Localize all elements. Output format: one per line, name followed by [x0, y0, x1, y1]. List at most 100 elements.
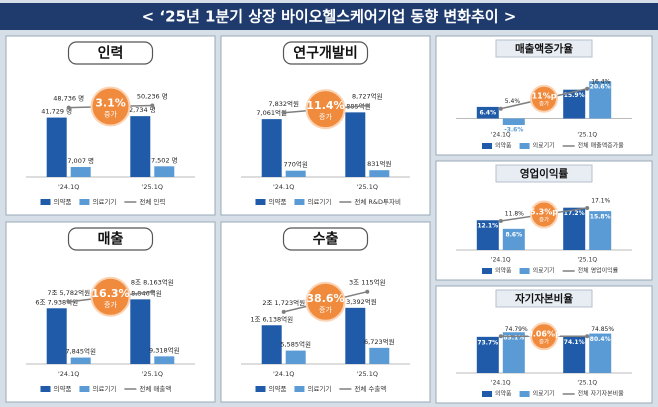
annotation-bubble: [305, 281, 346, 322]
line-point: [66, 105, 71, 110]
data-label: -3.6%: [504, 127, 523, 134]
line-point: [365, 103, 370, 108]
annotation-sub: 증가: [539, 337, 549, 345]
line-label: 8조 8,163억원: [131, 278, 174, 287]
line-label: 5.4%: [505, 98, 521, 105]
legend-swatch: [255, 199, 266, 205]
data-label: 83.1%: [503, 335, 524, 342]
bar: [563, 89, 586, 119]
title-box: [282, 227, 369, 251]
legend-swatch: [482, 143, 492, 149]
annotation-sub: 증가: [104, 110, 117, 119]
title-box: [282, 41, 369, 65]
category-label: '25.1Q: [357, 370, 378, 378]
bar: [154, 166, 175, 177]
header-bar: [0, 3, 658, 30]
legend-label: 전체 R&D투자비: [354, 197, 401, 206]
bar: [589, 211, 612, 250]
line-point: [66, 299, 71, 304]
bar: [589, 333, 612, 373]
bar: [70, 357, 91, 364]
legend-label: 전체 인력: [139, 197, 165, 206]
line-point: [498, 334, 503, 339]
category-label: '24.1Q: [491, 257, 511, 264]
legend-label: 의료기기: [92, 197, 116, 206]
category-label: '25.1Q: [357, 183, 378, 191]
legend-label: 전체 영업이익률: [578, 267, 619, 275]
annotation-sub: 증가: [319, 112, 332, 121]
category-label: '24.1Q: [58, 183, 79, 191]
line-label: 7조 5,782억원: [47, 288, 90, 297]
data-label: 831억원: [367, 159, 391, 168]
legend-label: 전체 자기자본비율: [578, 390, 625, 398]
legend-label: 전체 매출액: [139, 384, 171, 393]
category-label: '25.1Q: [577, 380, 597, 387]
category-label: '25.1Q: [577, 257, 597, 264]
legend-label: 의료기기: [307, 384, 331, 393]
legend-label: 의약품: [269, 197, 287, 206]
annotation-value: 38.6%: [306, 292, 344, 305]
title-box: [67, 227, 154, 251]
data-label: 41,729 명: [41, 107, 72, 116]
line-label: 2조 1,723억원: [262, 298, 305, 307]
legend-label: 의약품: [54, 384, 72, 393]
bar: [70, 167, 91, 177]
bar: [46, 308, 67, 364]
annotation-bubble: [90, 276, 131, 317]
panel-title: 매출액증가율: [515, 42, 573, 55]
line-label: 11.8%: [505, 210, 524, 217]
bar: [476, 336, 499, 373]
bar: [502, 118, 525, 125]
legend-label: 의료기기: [307, 197, 331, 206]
line-point: [150, 289, 155, 294]
bar: [261, 119, 282, 177]
bar: [369, 347, 390, 364]
legend-label: 의료기기: [533, 267, 555, 275]
legend-swatch: [519, 143, 530, 149]
annotation-sub: 증가: [104, 300, 117, 309]
line-point: [281, 309, 286, 314]
annotation-sub: 증가: [539, 100, 549, 108]
legend-label: 의료기기: [533, 142, 555, 150]
bar: [345, 112, 366, 177]
bar: [502, 228, 525, 250]
line-label: 3조 115억원: [349, 278, 386, 287]
legend-swatch: [294, 386, 305, 392]
data-label: 20.6%: [590, 84, 611, 91]
category-label: '25.1Q: [142, 183, 163, 191]
data-label: 7,007 명: [67, 156, 94, 165]
legend-label: 의약품: [269, 384, 287, 393]
legend-swatch: [255, 386, 266, 392]
data-label: 8.6%: [505, 231, 522, 238]
data-label: 6조 7,938억원: [35, 297, 78, 306]
category-label: '24.1Q: [58, 370, 79, 378]
annotation-sub: 증가: [319, 305, 332, 314]
category-label: '24.1Q: [273, 183, 294, 191]
legend-swatch: [482, 391, 492, 397]
annotation-bubble: [305, 89, 346, 130]
data-label: 74.1%: [564, 339, 585, 346]
data-label: 7,061억원: [256, 108, 287, 117]
data-label: 73.7%: [477, 339, 498, 346]
legend-swatch: [519, 268, 530, 274]
legend-swatch: [482, 268, 492, 274]
data-label: 80.4%: [590, 336, 611, 343]
legend-label: 의료기기: [533, 390, 555, 398]
line-label: 50,236 명: [137, 91, 168, 100]
line-point: [585, 205, 590, 210]
line-label: 7,832억원: [268, 99, 299, 108]
data-label: 15.9%: [564, 92, 585, 99]
legend-swatch: [79, 386, 90, 392]
bar: [285, 350, 306, 364]
line-point: [281, 110, 286, 115]
bar: [261, 325, 282, 364]
category-label: '25.1Q: [142, 370, 163, 378]
annotation-value: 0.06%p: [527, 329, 561, 338]
legend-label: 의약품: [495, 142, 512, 150]
legend-label: 의약품: [495, 267, 512, 275]
legend-swatch: [519, 391, 530, 397]
panel-title: 수출: [313, 231, 339, 248]
line-point: [498, 106, 503, 111]
line-label: 48,736 명: [53, 94, 84, 103]
